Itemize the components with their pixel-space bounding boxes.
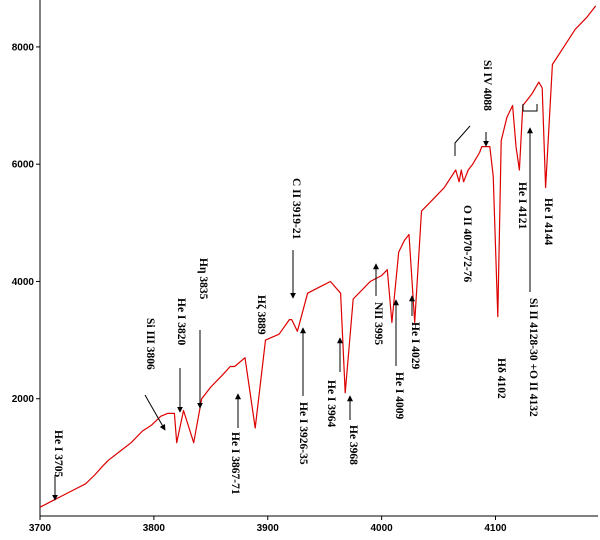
annotation: Hδ 4102 — [495, 358, 507, 399]
annotation: NII 3995 — [372, 263, 384, 345]
annotation: Si III 3806 — [144, 318, 166, 431]
annotation-label: Si II 4128-30 +O II 4132 — [527, 298, 539, 417]
annotation: He I 3964 — [325, 337, 343, 428]
annotation-label: He I 4144 — [542, 198, 554, 246]
x-tick-label: 4100 — [484, 523, 507, 534]
annotation-label: Hζ 3889 — [255, 295, 268, 335]
x-tick-label: 3700 — [29, 523, 52, 534]
x-tick-label: 3800 — [143, 523, 166, 534]
annotation: He I 4121 — [516, 182, 528, 230]
annotation: C II 3919-21 — [290, 178, 302, 299]
annotation-label: He 3968 — [347, 425, 359, 465]
annotation-label: Si III 3806 — [144, 318, 156, 370]
annotation: Hζ 3889 — [255, 295, 268, 335]
annotation-label: Si IV 4088 — [481, 60, 493, 111]
axes: 3700 3800 3900 4000 4100 2000 4000 6000 8000 — [12, 0, 598, 534]
bracket-o-ii — [454, 125, 471, 156]
annotation-label: He I 4009 — [393, 372, 405, 420]
annotation-label: He I 3705 — [52, 430, 64, 478]
annotation-label: He I 3820 — [175, 298, 187, 346]
annotation: Hη 3835 — [197, 258, 209, 409]
annotation-arrow — [144, 394, 166, 431]
x-tick-label: 3900 — [257, 523, 280, 534]
annotations: He I 3705 Si III 3806 He I 3820 Hη 3835 He I… — [52, 60, 554, 501]
x-tick-label: 4000 — [371, 523, 394, 534]
annotation: Si II 4128-30 +O II 4132 — [527, 127, 539, 417]
annotation-label: NII 3995 — [372, 302, 384, 345]
annotation-label: C II 3919-21 — [290, 178, 302, 240]
plot-area — [39, 5, 597, 508]
y-tick-label: 6000 — [12, 160, 35, 171]
annotation: Si IV 4088 — [481, 60, 493, 147]
y-tick-label: 8000 — [12, 42, 35, 53]
annotation-label: Hδ 4102 — [495, 358, 507, 399]
annotation-label: He I 3964 — [325, 380, 337, 428]
annotation: He I 4144 — [542, 198, 554, 246]
annotation: He I 3926-35 — [297, 327, 309, 465]
annotation-label: He I 4029 — [409, 322, 421, 370]
annotation-label: He I 3926-35 — [297, 402, 309, 465]
annotation-label: Hη 3835 — [197, 258, 209, 300]
series-line — [39, 5, 597, 508]
annotation-label: He I 4121 — [516, 182, 528, 230]
annotation-label: He I 3867-71 — [229, 432, 241, 495]
annotation: He I 3820 — [175, 298, 187, 413]
annotation: He 3968 — [347, 395, 359, 465]
y-tick-label: 2000 — [12, 394, 35, 405]
annotation: He I 4029 — [409, 295, 421, 370]
annotation: O II 4070-72-76 — [461, 205, 473, 283]
annotation: He I 3867-71 — [229, 393, 241, 495]
bracket-si-ii — [522, 104, 538, 112]
y-tick-label: 4000 — [12, 277, 35, 288]
annotation: He I 3705 — [52, 430, 64, 501]
annotation-label: O II 4070-72-76 — [461, 205, 473, 283]
annotation: He I 4009 — [393, 299, 405, 420]
